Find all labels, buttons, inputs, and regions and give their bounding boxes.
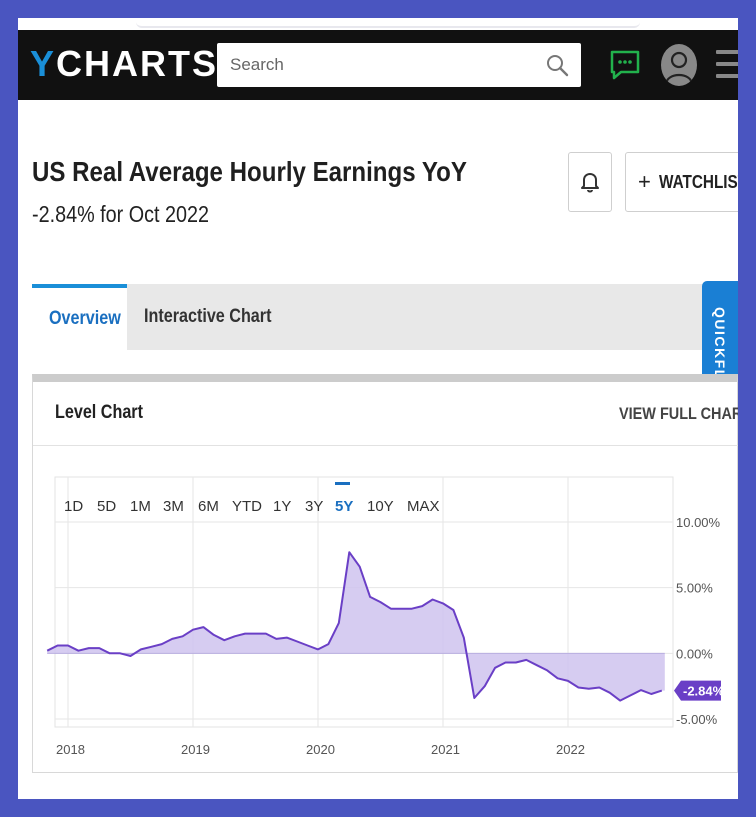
range-button-max[interactable]: MAX (407, 498, 440, 515)
logo-text: CHARTS (56, 43, 219, 84)
range-button-10y[interactable]: 10Y (367, 498, 394, 515)
y-tick-label: 10.00% (676, 515, 721, 530)
tab-overview[interactable]: Overview (32, 284, 127, 350)
search-input[interactable] (217, 43, 537, 87)
x-tick-label: 2018 (56, 742, 85, 757)
range-button-ytd[interactable]: YTD (232, 498, 262, 515)
watchlist-label: WATCHLIST (658, 171, 738, 192)
range-button-6m[interactable]: 6M (198, 498, 219, 515)
tab-interactive-chart[interactable]: Interactive Chart (144, 284, 294, 350)
user-icon (664, 51, 694, 85)
level-chart-panel: Level Chart VIEW FULL CHART 1D 5D 1M 3M 6M YT… (32, 374, 738, 773)
x-tick-label: 2022 (556, 742, 585, 757)
last-value-badge (674, 680, 721, 701)
top-navbar: Y CHARTS (18, 30, 738, 100)
alert-button[interactable] (568, 152, 612, 212)
panel-title: Level Chart (55, 402, 143, 423)
user-avatar[interactable] (661, 44, 697, 86)
search-box (217, 43, 581, 87)
plot-area (54, 476, 674, 728)
tab-overview-label: Overview (49, 308, 121, 329)
panel-header: Level Chart VIEW FULL CHART (33, 382, 738, 446)
latest-value-text: -2.84% for Oct 2022 (32, 201, 210, 227)
y-tick-label: 5.00% (676, 581, 713, 596)
ycharts-logo[interactable]: Y CHARTS (30, 43, 219, 84)
x-tick-label: 2020 (306, 742, 335, 757)
tab-bar: Overview Interactive Chart (32, 284, 738, 350)
y-tick-label: -5.00% (676, 712, 718, 727)
top-strip (136, 18, 640, 28)
tab-interactive-chart-label: Interactive Chart (144, 306, 272, 327)
view-full-chart-link[interactable]: VIEW FULL CHART (619, 404, 738, 423)
add-to-watchlist-button[interactable]: + WATCHLIST (625, 152, 738, 212)
level-chart: 1D 5D 1M 3M 6M YTD 1Y 3Y 5Y 10Y MAX 10.00% 5.00% 0.00… (46, 476, 725, 757)
page-title: US Real Average Hourly Earnings YoY (32, 156, 467, 187)
range-button-3m[interactable]: 3M (163, 498, 184, 515)
y-tick-label: 0.00% (676, 646, 713, 661)
range-button-1d[interactable]: 1D (64, 498, 83, 515)
bell-icon (581, 173, 599, 193)
search-icon[interactable] (545, 53, 569, 77)
hamburger-menu-icon[interactable] (716, 50, 738, 80)
plus-icon: + (638, 169, 651, 194)
x-tick-label: 2019 (181, 742, 210, 757)
logo-y: Y (30, 43, 57, 84)
range-button-3y[interactable]: 3Y (305, 498, 323, 515)
active-range-indicator (335, 482, 350, 485)
range-button-5d[interactable]: 5D (97, 498, 116, 515)
series-line (46, 551, 663, 702)
range-button-5y[interactable]: 5Y (335, 498, 353, 515)
range-button-1m[interactable]: 1M (130, 498, 151, 515)
last-value-label: -2.84% (683, 684, 725, 699)
range-button-1y[interactable]: 1Y (273, 498, 291, 515)
chat-icon[interactable] (609, 49, 641, 81)
x-tick-label: 2021 (431, 742, 460, 757)
series-area (47, 552, 665, 701)
